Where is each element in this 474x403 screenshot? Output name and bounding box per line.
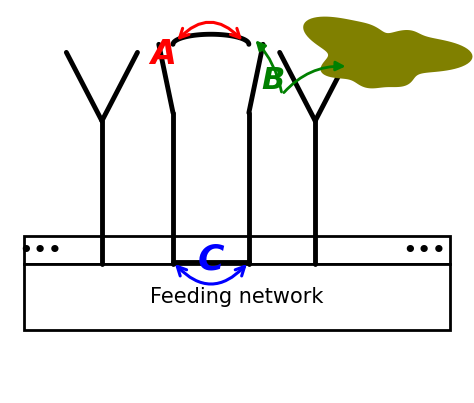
Text: C: C (198, 243, 224, 277)
Text: A: A (151, 38, 176, 71)
Text: •••: ••• (402, 239, 447, 263)
Bar (24, 264, 450, 330)
Text: B: B (261, 66, 284, 95)
Bar (24, 236, 450, 264)
Text: Feeding network: Feeding network (150, 287, 324, 307)
Polygon shape (303, 17, 473, 88)
Text: •••: ••• (18, 239, 63, 263)
